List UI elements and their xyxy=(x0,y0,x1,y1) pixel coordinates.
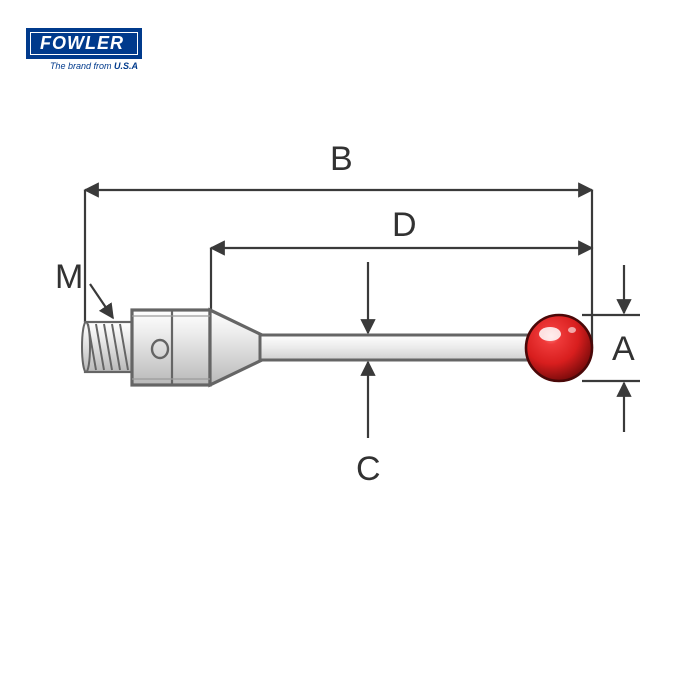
label-B: B xyxy=(330,140,353,179)
label-D: D xyxy=(392,206,417,245)
body-section xyxy=(132,310,262,385)
stylus-diagram xyxy=(0,0,700,700)
label-M: M xyxy=(55,258,83,297)
thread-section xyxy=(82,322,132,372)
dim-D xyxy=(211,248,592,310)
dim-M-leader xyxy=(90,284,113,318)
shaft xyxy=(260,335,545,360)
ruby-ball xyxy=(526,315,592,381)
label-A: A xyxy=(612,330,635,369)
label-C: C xyxy=(356,450,381,489)
